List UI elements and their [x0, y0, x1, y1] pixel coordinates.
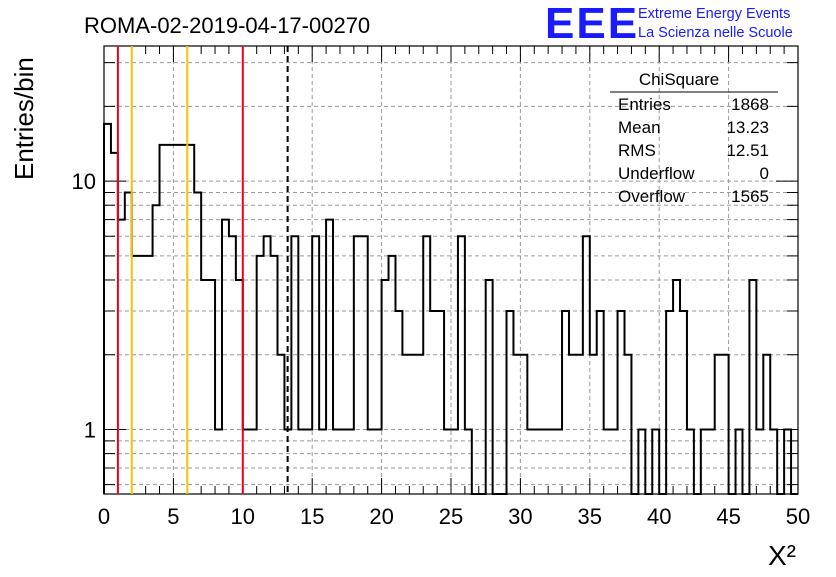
stats-row-value: 1868	[731, 95, 769, 114]
histogram-bin	[409, 355, 416, 494]
histogram-bin	[354, 236, 361, 494]
y-tick-label: 10	[72, 169, 96, 194]
eee-logo-line2: La Scienza nelle Scuole	[638, 25, 793, 41]
x-tick-label: 45	[716, 504, 740, 529]
histogram-bin	[312, 236, 319, 494]
reference-lines	[116, 46, 289, 494]
histogram-series	[103, 122, 798, 495]
x-tick-label: 5	[167, 504, 179, 529]
stats-row-value: 1565	[731, 187, 769, 206]
histogram-bin	[173, 145, 180, 494]
x-tick-label: 10	[231, 504, 255, 529]
histogram-bin	[513, 355, 520, 494]
histogram-bin	[597, 311, 604, 494]
x-tick-label: 50	[786, 504, 810, 529]
y-axis-label: Entries/bin	[9, 57, 39, 180]
histogram-outline	[103, 122, 798, 495]
stats-row-label: RMS	[618, 141, 656, 160]
stats-row-value: 13.23	[726, 118, 769, 137]
histogram-bin	[194, 192, 201, 494]
x-axis-label: Χ²	[768, 540, 796, 571]
histogram-bin	[402, 355, 409, 494]
histogram-bin	[590, 355, 597, 494]
histogram-bin	[618, 311, 625, 494]
histogram-bin	[111, 153, 118, 494]
histogram-bin	[229, 236, 236, 494]
eee-logo: EEE Extreme Energy Events La Scienza nel…	[545, 0, 793, 48]
stats-box: ChiSquare Entries 1868 Mean 13.23 RMS 12.51 Un…	[610, 70, 778, 206]
x-tick-label: 15	[300, 504, 324, 529]
histogram-bin	[749, 280, 756, 494]
histogram-bin	[569, 355, 576, 494]
histogram-bin	[160, 145, 167, 494]
histogram-bin	[118, 220, 125, 494]
histogram-bin	[278, 355, 285, 494]
histogram-bin	[146, 256, 153, 494]
stats-row-value: 0	[760, 164, 769, 183]
histogram-bin	[423, 236, 430, 494]
histogram-bin	[562, 311, 569, 494]
x-tick-label: 0	[98, 504, 110, 529]
stats-box-rows: Entries 1868 Mean 13.23 RMS 12.51 Underflow 0 Ov…	[618, 95, 769, 206]
histogram-bin	[666, 311, 673, 494]
histogram-bin	[416, 355, 423, 494]
x-tick-label: 40	[647, 504, 671, 529]
histogram-bin	[576, 355, 583, 494]
stats-row-label: Mean	[618, 118, 661, 137]
histogram-bin	[125, 192, 132, 494]
histogram-bin	[187, 145, 194, 494]
x-tick-label: 35	[578, 504, 602, 529]
histogram-bin	[389, 256, 396, 494]
x-tick-label: 20	[369, 504, 393, 529]
histogram-bin	[166, 145, 173, 494]
histogram-bin	[507, 311, 514, 494]
histogram-bin	[222, 220, 229, 494]
histogram-bin	[291, 236, 298, 494]
histogram-bin	[132, 256, 139, 494]
histogram-bin	[326, 220, 333, 494]
stats-row-label: Overflow	[618, 187, 686, 206]
histogram-bin	[201, 280, 208, 494]
histogram-bin	[382, 280, 389, 494]
histogram-bin	[257, 256, 264, 494]
histogram-bin	[722, 355, 729, 494]
histogram-bin	[520, 355, 527, 494]
eee-logo-line1: Extreme Energy Events	[638, 6, 790, 22]
grid	[104, 46, 798, 494]
chart-title: ROMA-02-2019-04-17-00270	[84, 13, 370, 38]
x-tick-label: 30	[508, 504, 532, 529]
histogram-bin	[264, 236, 271, 494]
histogram-bin	[715, 355, 722, 494]
stats-box-title: ChiSquare	[639, 70, 719, 89]
histogram-bin	[673, 280, 680, 494]
histogram-bin	[763, 355, 770, 494]
y-tick-label: 1	[84, 418, 96, 443]
stats-row-label: Underflow	[618, 164, 695, 183]
histogram-bin	[361, 236, 368, 494]
stats-row-label: Entries	[618, 95, 671, 114]
histogram-bin	[236, 280, 243, 494]
histogram-bin	[458, 236, 465, 494]
x-tick-label: 25	[439, 504, 463, 529]
histogram-bin	[625, 355, 632, 494]
histogram-bin	[437, 311, 444, 494]
histogram-bin	[153, 205, 160, 494]
histogram-bin	[395, 311, 402, 494]
y-axis-ticks: 1 10	[72, 62, 798, 486]
histogram-bin	[486, 280, 493, 494]
histogram-bin	[104, 124, 111, 494]
stats-row-value: 12.51	[726, 141, 769, 160]
histogram-bin	[271, 256, 278, 494]
histogram-bin	[208, 280, 215, 494]
x-axis-ticks: 0 5 10 15 20 25 30 35 40 45 50	[98, 46, 810, 529]
histogram-bin	[583, 236, 590, 494]
histogram-bin	[430, 311, 437, 494]
histogram-bin	[680, 311, 687, 494]
histogram-bin	[180, 145, 187, 494]
histogram-bin	[139, 256, 146, 494]
eee-logo-letters: EEE	[545, 0, 639, 48]
